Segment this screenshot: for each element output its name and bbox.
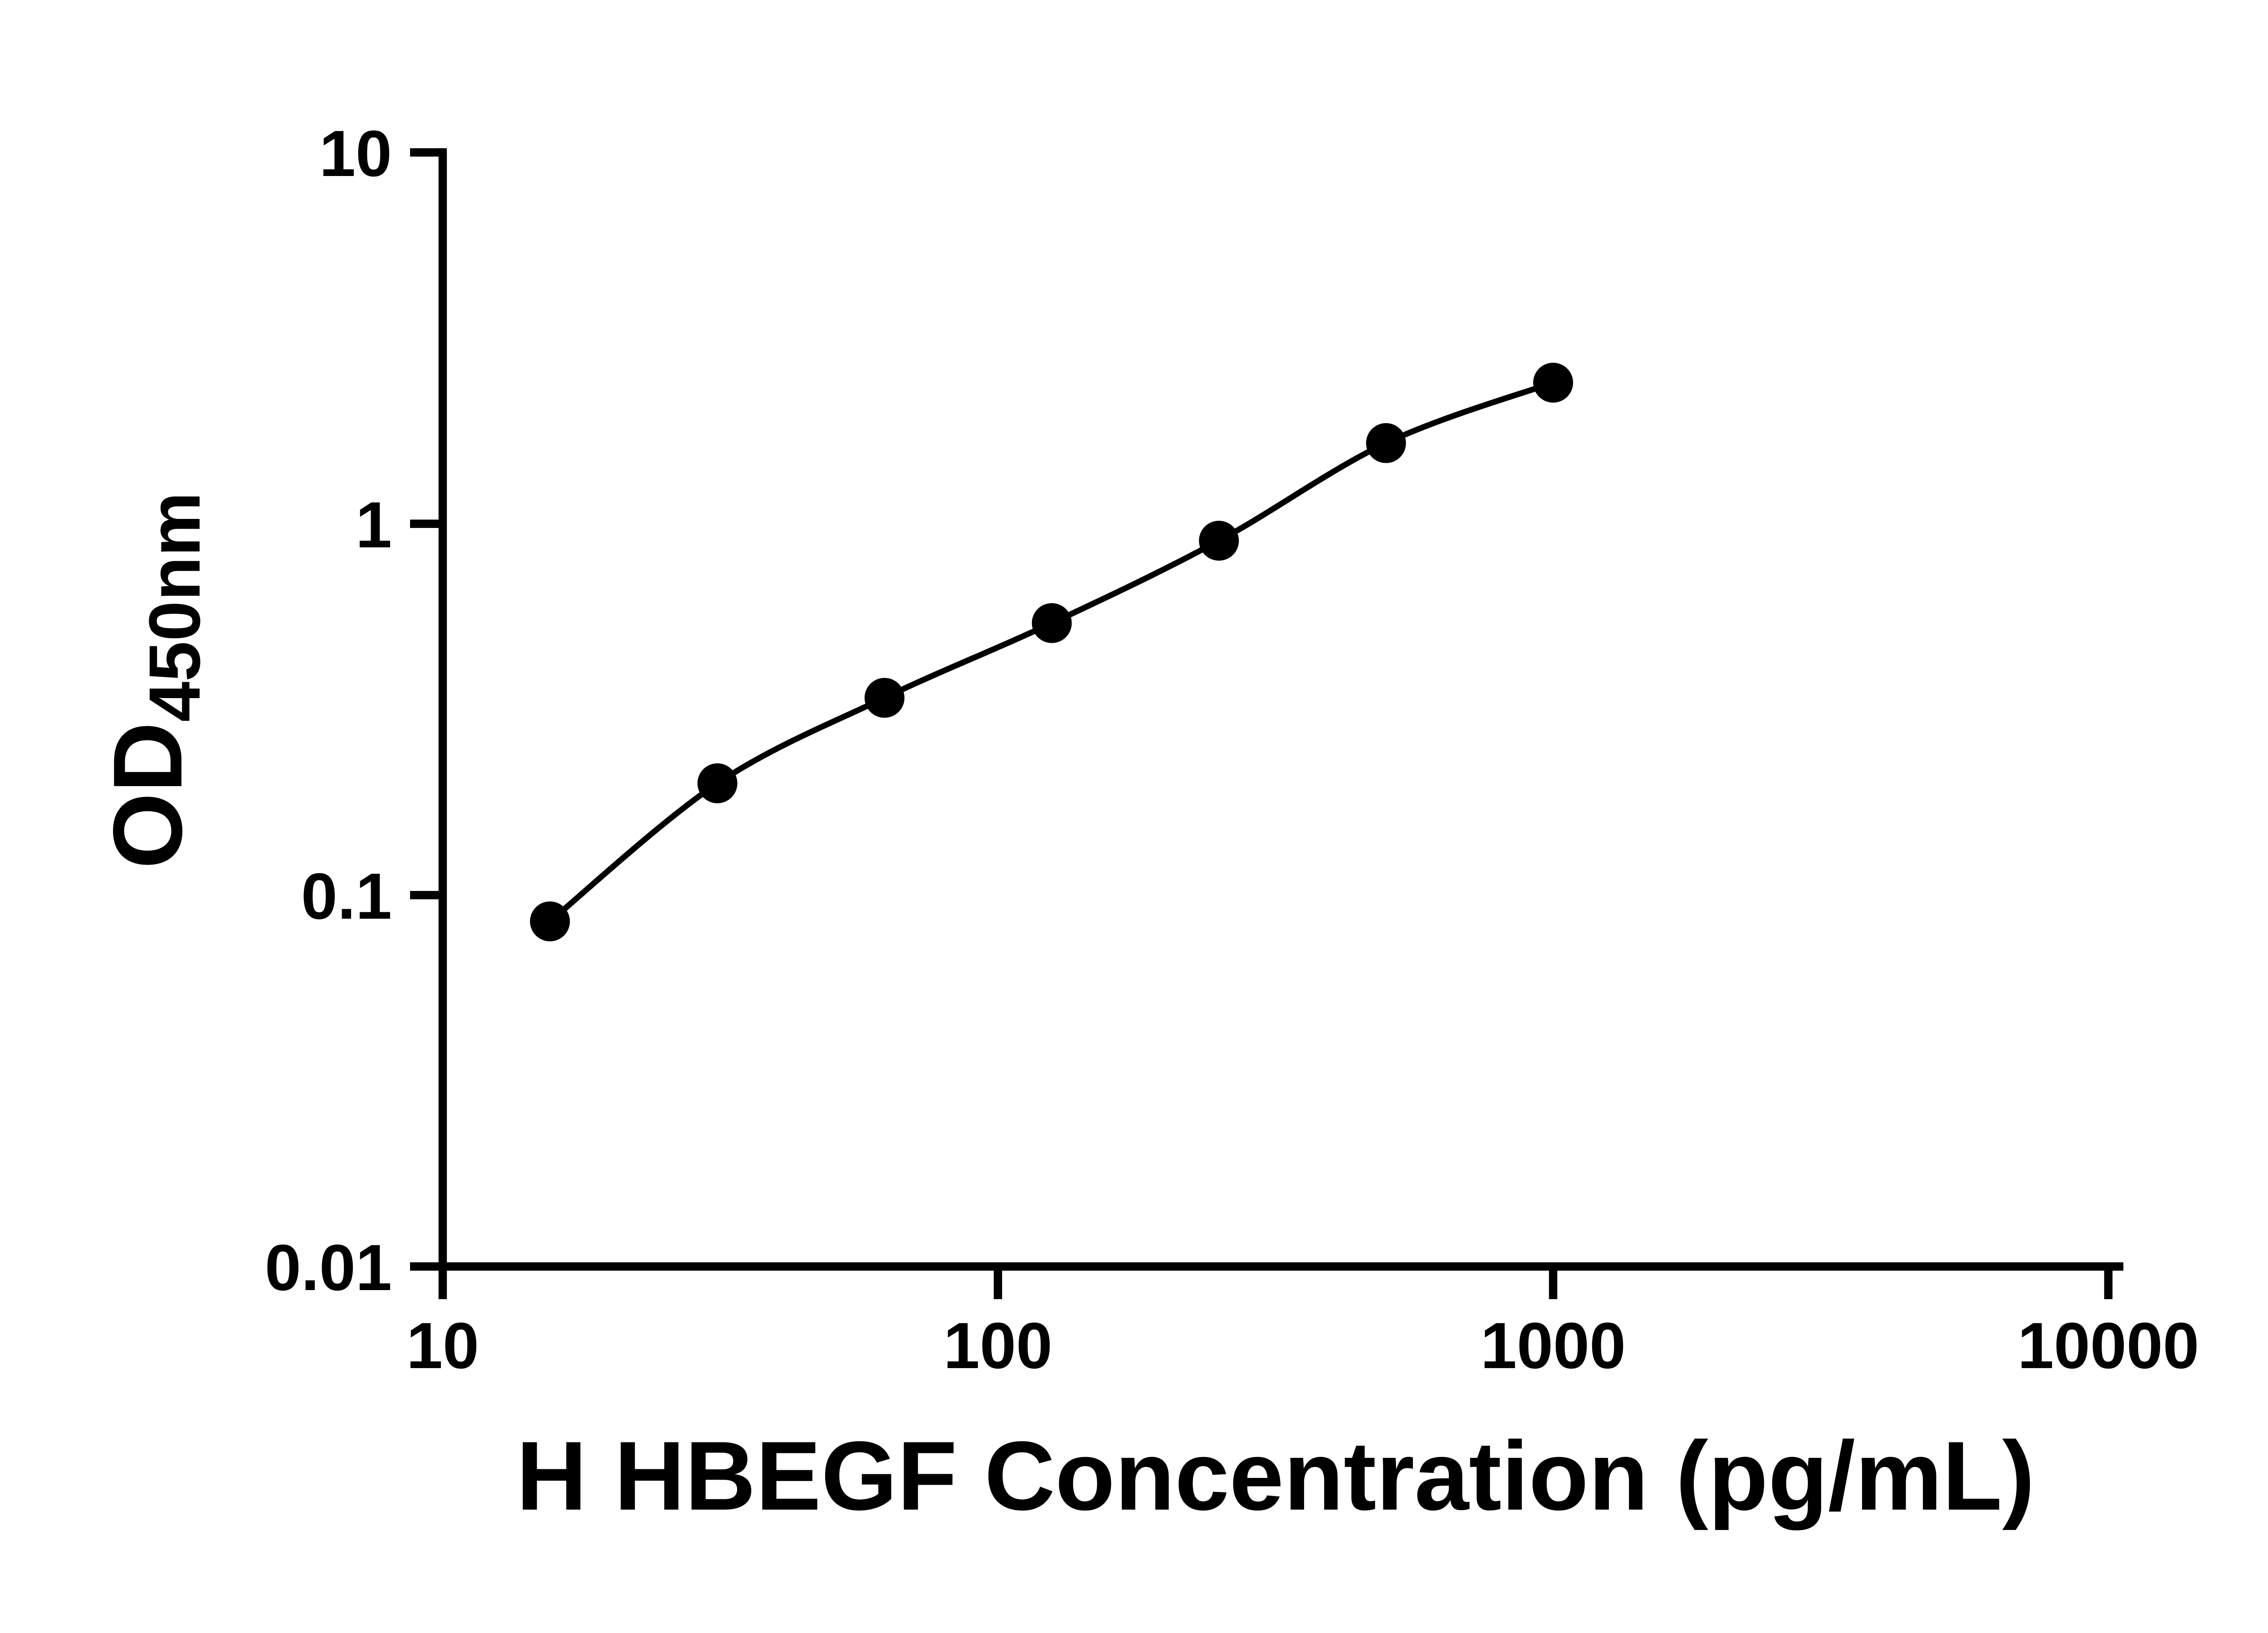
x-tick-label: 10 — [406, 1309, 479, 1382]
y-axis-title: OD450nm — [93, 492, 215, 869]
y-tick-label: 0.01 — [265, 1231, 392, 1304]
data-point — [697, 763, 738, 803]
x-tick-label: 100 — [943, 1309, 1052, 1382]
plot-area: 0.01 0.1 1 10 10 100 1000 10000 — [265, 117, 2199, 1382]
x-axis-title: H HBEGF Concentration (pg/mL) — [516, 1421, 2035, 1530]
data-point — [1031, 603, 1072, 643]
tick-labels: 0.01 0.1 1 10 10 100 1000 10000 — [265, 117, 2199, 1382]
data-point — [530, 901, 570, 942]
data-point — [865, 678, 904, 718]
x-tick-label: 10000 — [2018, 1309, 2199, 1382]
y-axis-title-sub: 450nm — [134, 492, 215, 722]
y-tick-label: 1 — [356, 489, 392, 562]
y-tick-label: 10 — [319, 117, 392, 190]
data-point — [1366, 423, 1406, 463]
data-point — [1533, 362, 1573, 403]
axes — [410, 148, 2124, 1299]
y-tick-label: 0.1 — [301, 860, 392, 933]
data-point — [1199, 521, 1239, 561]
fit-curve — [548, 380, 1554, 924]
data-points — [530, 362, 1573, 942]
axis-lines — [438, 148, 2124, 1271]
y-axis-title-main: OD — [93, 722, 202, 869]
x-tick-label: 1000 — [1481, 1309, 1626, 1382]
